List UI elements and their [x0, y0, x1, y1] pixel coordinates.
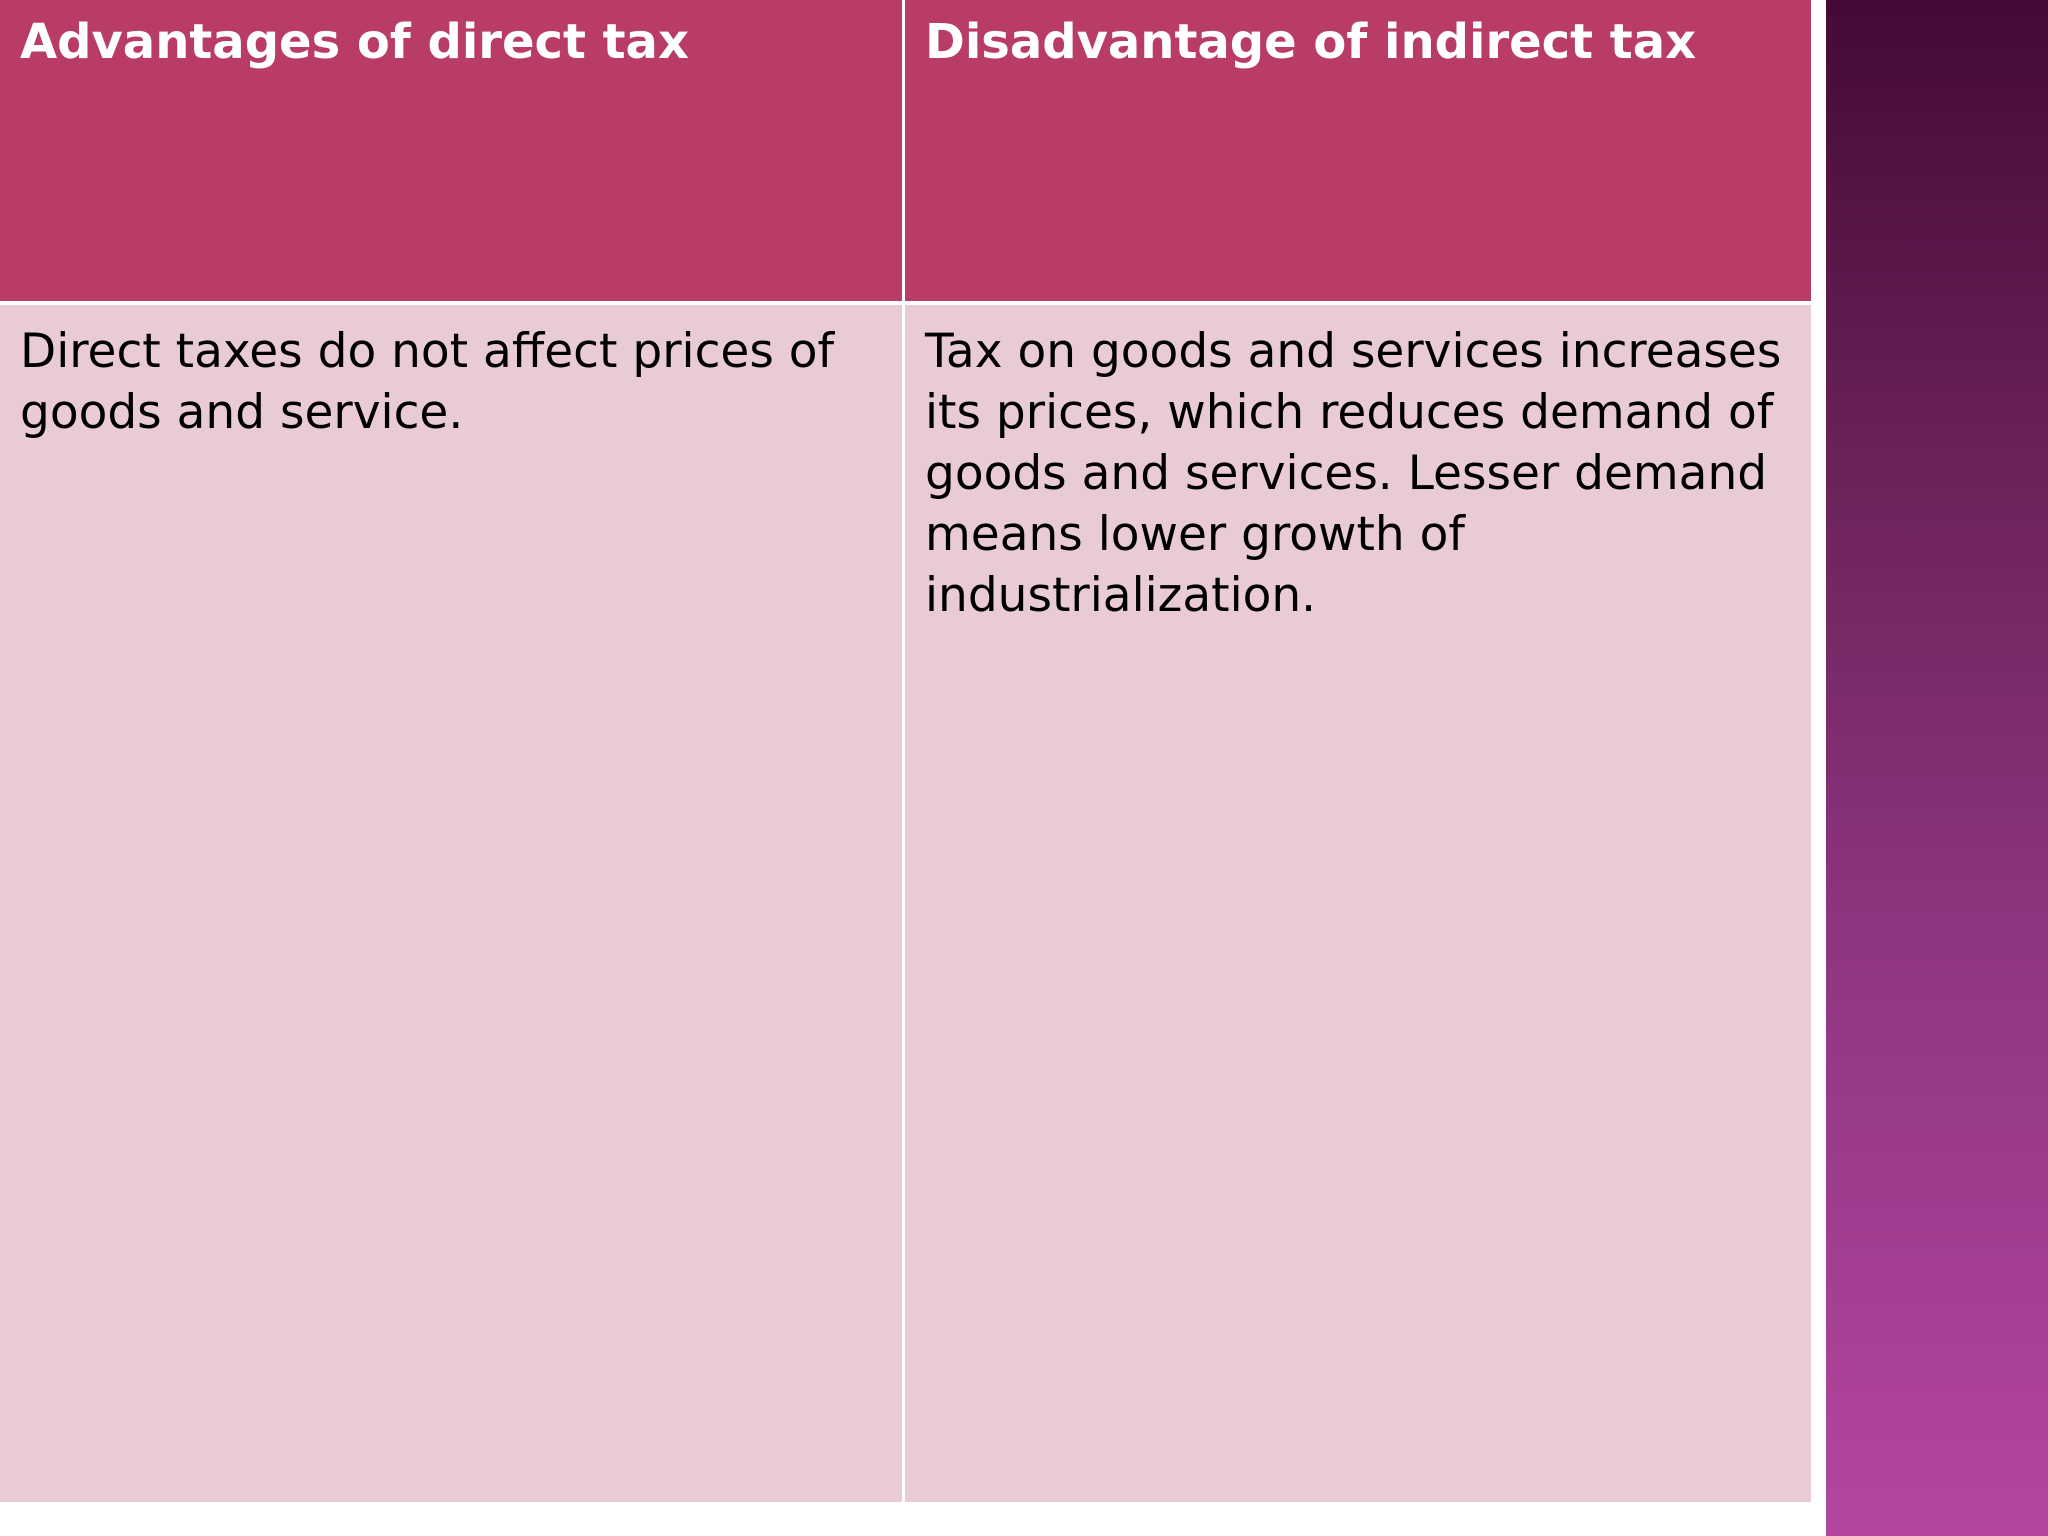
table-header-cell-disadvantages: Disadvantage of indirect tax — [905, 0, 1811, 301]
table-header-cell-advantages: Advantages of direct tax — [0, 0, 902, 301]
table-cell-indirect-tax: Tax on goods and services increases its … — [905, 305, 1811, 1502]
comparison-table: Advantages of direct tax Disadvantage of… — [0, 0, 1811, 1502]
decorative-gradient-band — [1826, 0, 2048, 1536]
table-cell-direct-tax: Direct taxes do not affect prices of goo… — [0, 305, 902, 1502]
